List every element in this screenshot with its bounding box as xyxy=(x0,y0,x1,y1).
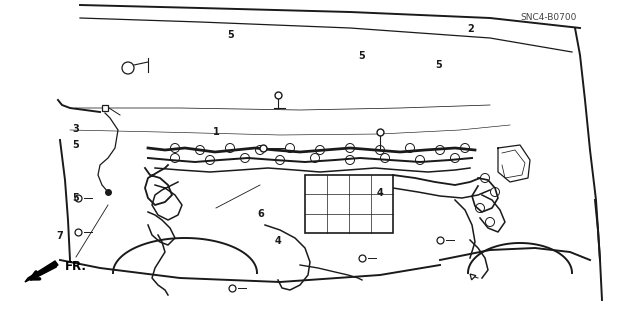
Text: SNC4-B0700: SNC4-B0700 xyxy=(520,13,577,22)
Text: 4: 4 xyxy=(275,236,282,246)
Text: 4: 4 xyxy=(376,188,383,198)
Text: 5: 5 xyxy=(227,30,234,40)
Bar xyxy=(305,175,393,233)
Text: 6: 6 xyxy=(258,209,264,219)
Polygon shape xyxy=(25,261,58,282)
Text: FR.: FR. xyxy=(65,261,87,273)
Text: 5: 5 xyxy=(72,140,79,150)
Text: 5: 5 xyxy=(72,193,79,203)
Text: 5: 5 xyxy=(435,60,442,70)
Text: 2: 2 xyxy=(468,24,474,34)
Text: 7: 7 xyxy=(56,231,63,241)
Text: 1: 1 xyxy=(213,127,220,137)
Text: 5: 5 xyxy=(358,51,365,61)
Text: 3: 3 xyxy=(72,124,79,134)
